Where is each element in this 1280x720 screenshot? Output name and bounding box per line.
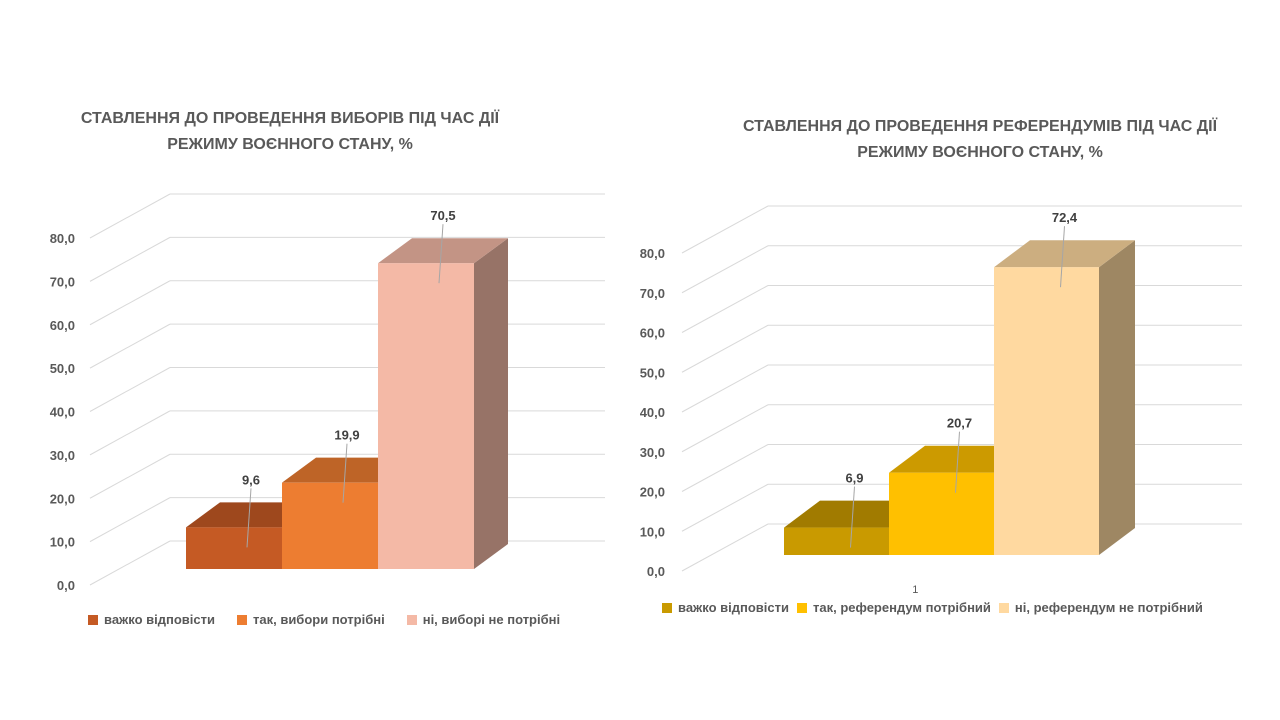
y-tick-label: 0,0: [647, 564, 665, 579]
data-label-leader: [246, 488, 252, 548]
chart-elections: СТАВЛЕННЯ ДО ПРОВЕДЕННЯ ВИБОРІВ ПІД ЧАС …: [50, 106, 605, 627]
chart-title: СТАВЛЕННЯ ДО ПРОВЕДЕННЯ ВИБОРІВ ПІД ЧАС …: [80, 106, 500, 158]
gridline: [89, 280, 605, 326]
y-tick-label: 20,0: [640, 485, 665, 500]
legend-swatch: [797, 602, 807, 613]
gridline-diagonal: [89, 280, 171, 326]
gridline-diagonal: [681, 245, 769, 294]
data-label: 6,9: [845, 471, 863, 486]
gridline-diagonal: [681, 285, 769, 333]
legend-swatch: [662, 602, 672, 613]
legend-swatch: [88, 614, 98, 625]
bar-side: [1099, 240, 1135, 555]
legend-item: ні, виборі не потрібні: [406, 612, 561, 627]
y-tick-label: 60,0: [640, 326, 665, 341]
y-tick-label: 10,0: [50, 535, 75, 550]
gridline: [89, 323, 605, 369]
y-tick-label: 30,0: [50, 448, 75, 463]
legend-label: ні, виборі не потрібні: [422, 612, 561, 627]
gridline-diagonal: [681, 483, 769, 532]
legend-item: так, вибори потрібні: [237, 612, 385, 627]
data-label-leader: [955, 431, 960, 493]
y-tick-label: 10,0: [640, 524, 665, 539]
y-tick-label: 80,0: [50, 231, 75, 246]
bar-top: [994, 240, 1135, 268]
legend-swatch: [406, 614, 417, 625]
gridline: [681, 205, 1242, 254]
bar-front: [889, 472, 994, 555]
gridline-diagonal: [89, 540, 171, 586]
gridline-diagonal: [89, 236, 171, 282]
gridline-diagonal: [89, 193, 171, 239]
bar-front: [282, 482, 378, 569]
data-label: 70,5: [430, 208, 455, 223]
legend: важко відповісти так, референдум потрібн…: [662, 600, 1203, 615]
data-label-leader: [1060, 226, 1065, 288]
chart-title-line-1: СТАВЛЕННЯ ДО ПРОВЕДЕННЯ РЕФЕРЕНДУМІВ ПІД…: [743, 118, 1217, 135]
legend-label: важко відповісти: [678, 600, 789, 615]
y-tick-label: 50,0: [50, 361, 75, 376]
legend-label: ні, референдум не потрібний: [1014, 600, 1203, 615]
chart-title-line-2: РЕЖИМУ ВОЄННОГО СТАНУ, %: [857, 144, 1103, 161]
y-tick-label: 50,0: [640, 365, 665, 380]
x-category-label: 1: [912, 584, 918, 596]
legend-item: ні, референдум не потрібний: [998, 600, 1203, 615]
y-tick-label: 0,0: [57, 578, 75, 593]
bar: [378, 238, 508, 570]
gridline: [89, 367, 605, 412]
data-label-leader: [342, 443, 348, 503]
gridline-diagonal: [681, 364, 769, 413]
y-tick-label: 30,0: [640, 445, 665, 460]
gridline: [681, 245, 1242, 294]
legend: важко відповісти так, вибори потрібні ні…: [88, 612, 560, 627]
data-label: 19,9: [334, 428, 359, 443]
gridline-diagonal: [89, 410, 171, 456]
data-label-leader: [850, 486, 855, 548]
gridline-diagonal: [681, 404, 769, 453]
bar-top: [378, 238, 508, 264]
gridline-diagonal: [681, 324, 769, 373]
y-tick-label: 40,0: [50, 405, 75, 420]
legend-swatch: [237, 614, 247, 625]
legend-label: так, вибори потрібні: [253, 612, 385, 627]
data-label: 9,6: [242, 472, 260, 487]
y-tick-label: 70,0: [50, 274, 75, 289]
gridline: [89, 193, 605, 239]
y-tick-label: 20,0: [50, 491, 75, 506]
y-tick-label: 80,0: [640, 246, 665, 261]
legend-item: важко відповісти: [662, 600, 789, 615]
plot-area: 0,0 10,0 20,0 30,0 40,0 50,0 60,0 70,0 80,0 6,9 20…: [640, 205, 1242, 596]
y-tick-label: 60,0: [50, 318, 75, 333]
chart-title-line-2: РЕЖИМУ ВОЄННОГО СТАНУ, %: [167, 136, 413, 153]
gridline-diagonal: [681, 205, 769, 254]
bar-front: [186, 527, 282, 569]
gridline-diagonal: [89, 453, 171, 499]
plot-area: 0,0 10,0 20,0 30,0 40,0 50,0 60,0 70,0 80,0 9,6 19…: [50, 193, 605, 593]
legend-label: важко відповісти: [104, 612, 215, 627]
data-label-leader: [438, 224, 444, 284]
legend-item: так, референдум потрібний: [797, 600, 991, 615]
data-label: 72,4: [1052, 210, 1078, 225]
y-tick-label: 40,0: [640, 405, 665, 420]
chart-title: СТАВЛЕННЯ ДО ПРОВЕДЕННЯ РЕФЕРЕНДУМІВ ПІД…: [700, 114, 1260, 166]
chart-title-line-1: СТАВЛЕННЯ ДО ПРОВЕДЕННЯ ВИБОРІВ ПІД ЧАС …: [80, 110, 500, 127]
legend-item: важко відповісти: [88, 612, 215, 627]
bar-front: [994, 267, 1099, 555]
gridline-diagonal: [89, 497, 171, 543]
y-tick-label: 70,0: [640, 286, 665, 301]
bar: [994, 240, 1135, 555]
gridline-diagonal: [89, 367, 171, 412]
bar-front: [784, 527, 889, 555]
legend-label: так, референдум потрібний: [813, 600, 991, 615]
legend-swatch: [998, 602, 1009, 613]
data-label: 20,7: [947, 416, 972, 431]
gridline-diagonal: [681, 523, 769, 572]
bar-front: [378, 263, 474, 569]
bar-side: [474, 238, 508, 570]
gridline-diagonal: [681, 444, 769, 492]
gridline-diagonal: [89, 323, 171, 369]
gridline: [89, 236, 605, 282]
chart-referendums: СТАВЛЕННЯ ДО ПРОВЕДЕННЯ РЕФЕРЕНДУМІВ ПІД…: [640, 0, 1280, 720]
